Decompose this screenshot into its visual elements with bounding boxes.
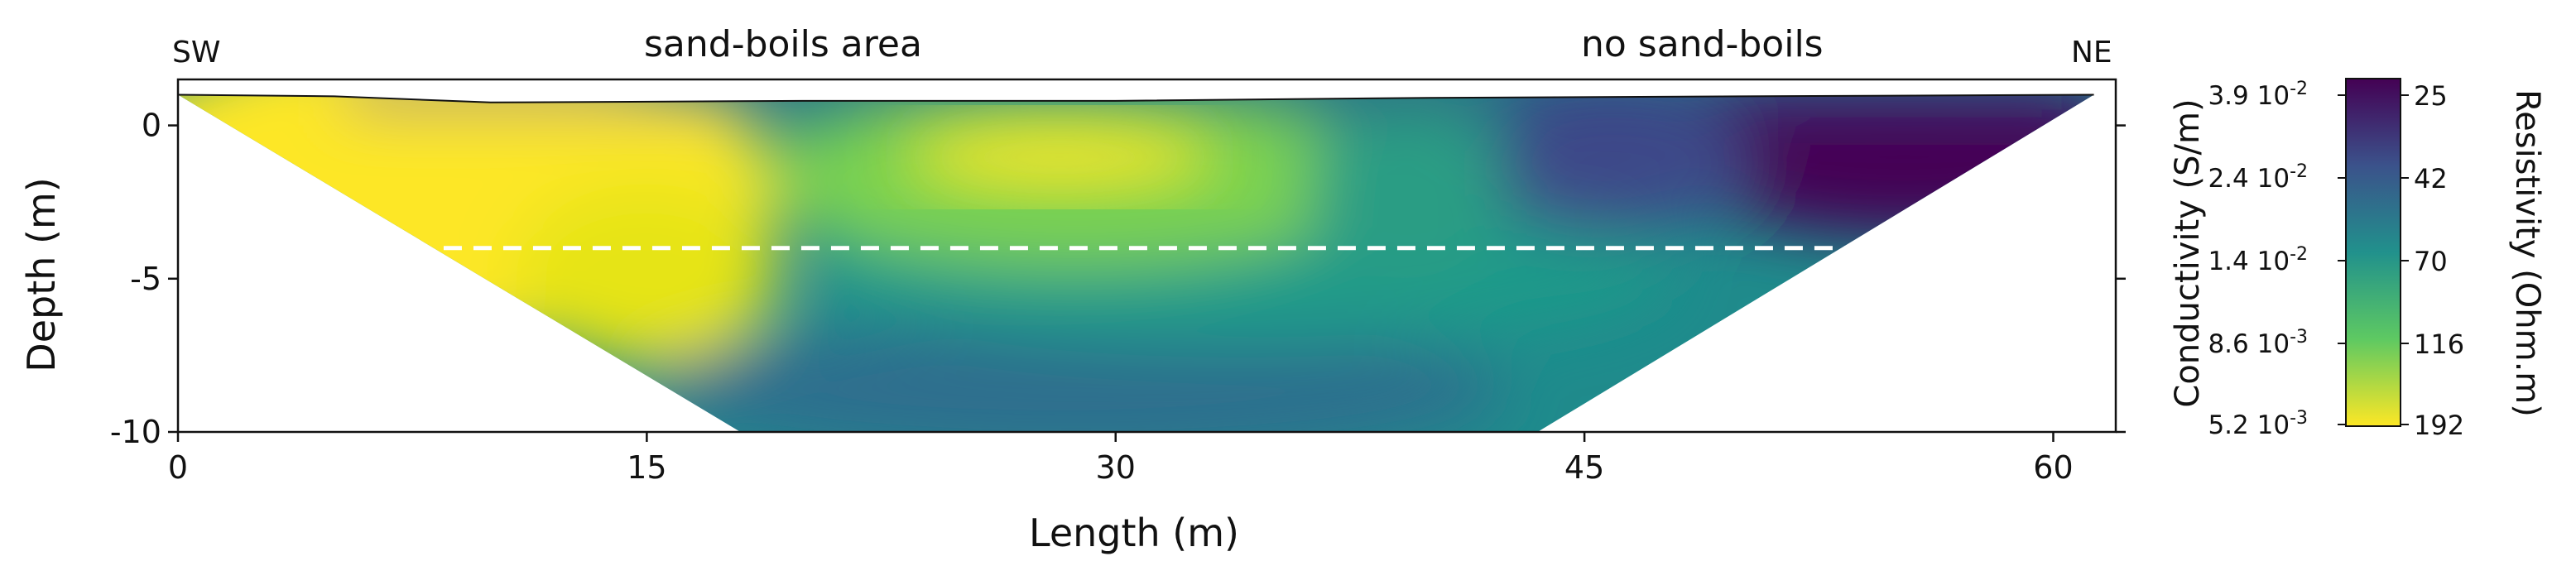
conductivity-tick-exponent: -2 [2290, 161, 2308, 182]
conductivity-tick-exponent: -2 [2290, 79, 2308, 99]
conductivity-tick-label: 5.2 10-3 [2208, 408, 2308, 440]
sw-label: SW [172, 36, 220, 70]
y-tick-label: -5 [130, 261, 161, 297]
x-axis-ticks: 0 15 30 45 60 [168, 432, 2074, 486]
resistivity-tick-label: 70 [2414, 246, 2448, 277]
right-transition [1308, 99, 1507, 281]
conductivity-tick-exponent: -3 [2290, 327, 2308, 348]
conductivity-tick-exponent: -3 [2290, 408, 2308, 429]
conductivity-tick-mantissa: 8.6 10 [2208, 329, 2290, 359]
conductivity-tick-label: 1.4 10-2 [2208, 244, 2308, 276]
plot-area: 0 15 30 45 60 0 -5 -10 [110, 78, 2126, 486]
section-outline [177, 94, 2094, 103]
resistivity-axis-label: Resistivity (Ohm.m) [2508, 89, 2546, 417]
x-tick-label: 0 [168, 449, 188, 486]
y-axis-label: Depth (m) [19, 177, 64, 372]
resistivity-tick-label: 192 [2414, 410, 2464, 441]
conductivity-tick-mantissa: 3.9 10 [2208, 81, 2290, 111]
left-resistive-body-2 [513, 182, 778, 364]
resistivity-tick-label: 116 [2414, 329, 2464, 360]
plot-frame [176, 78, 2117, 434]
sand-boils-area-label: sand-boils area [644, 23, 922, 65]
resistivity-heatmap [178, 94, 2094, 432]
x-tick-label: 60 [2033, 449, 2073, 486]
right-conductive-body-2 [1473, 99, 1755, 232]
colorbar: 3.9 10-2 252.4 10-2 421.4 10-2 708.6 10-3 11… [2169, 78, 2546, 441]
ne-label: NE [2071, 36, 2112, 70]
conductivity-tick-mantissa: 5.2 10 [2208, 410, 2290, 440]
deep-conductive-body [646, 323, 1507, 432]
x-tick-label: 30 [1096, 449, 1136, 486]
resistivity-tick-label: 25 [2414, 80, 2448, 112]
x-tick-label: 15 [627, 449, 666, 486]
conductivity-axis-label: Conductivity (S/m) [2169, 98, 2207, 407]
no-sand-boils-label: no sand-boils [1581, 23, 1824, 65]
x-tick-label: 45 [1564, 449, 1604, 486]
conductivity-tick-exponent: -2 [2290, 244, 2308, 265]
conductivity-tick-label: 2.4 10-2 [2208, 161, 2308, 194]
resistivity-tick-label: 42 [2414, 163, 2448, 194]
y-tick-label: -10 [110, 414, 161, 450]
y-axis-ticks: 0 -5 -10 [110, 108, 2126, 450]
conductivity-tick-mantissa: 1.4 10 [2208, 247, 2290, 276]
y-tick-label: 0 [142, 108, 161, 144]
conductivity-tick-label: 3.9 10-2 [2208, 79, 2308, 111]
conductivity-tick-label: 8.6 10-3 [2208, 327, 2308, 359]
x-axis-label: Length (m) [1029, 511, 1239, 555]
conductivity-tick-mantissa: 2.4 10 [2208, 164, 2290, 194]
colorbar-ticks: 3.9 10-2 252.4 10-2 421.4 10-2 708.6 10-3 11… [2208, 79, 2464, 441]
middle-lens-core [902, 120, 1217, 194]
colorbar-gradient [2345, 78, 2401, 427]
